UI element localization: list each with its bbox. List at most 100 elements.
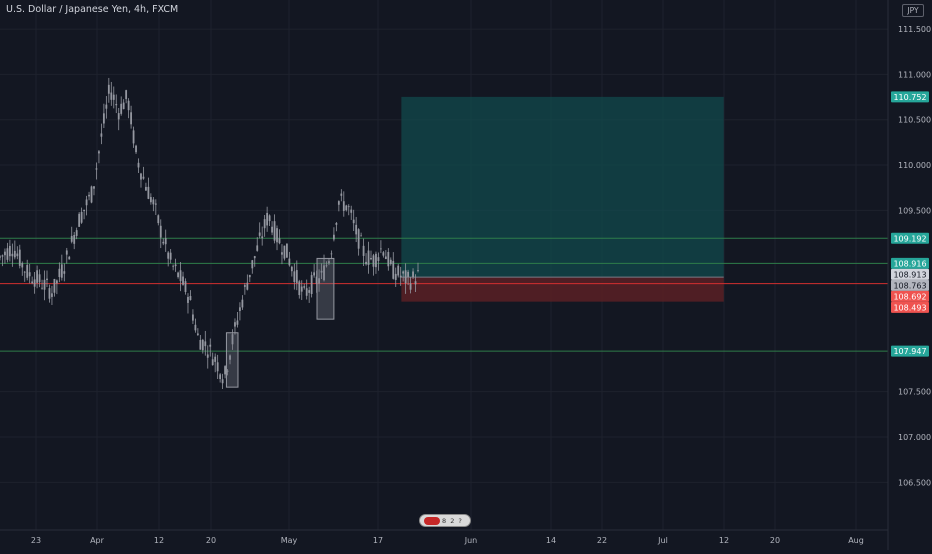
price-label-text: 108.913 <box>893 270 926 279</box>
candle-body <box>330 253 333 255</box>
candle-body <box>196 333 199 335</box>
price-axis[interactable]: 111.500 111.000 110.500 110.000 109.500 107.5… <box>887 0 931 550</box>
candle-body <box>209 344 212 347</box>
candle-body <box>11 253 14 257</box>
candle-body <box>152 199 155 205</box>
candle-body <box>145 186 147 191</box>
candle-body <box>26 264 29 278</box>
candle-body <box>167 252 170 259</box>
price-label: 107.947 <box>891 345 929 357</box>
candle-body <box>127 100 130 111</box>
price-label-text: 109.192 <box>893 234 926 243</box>
candle-body <box>241 299 244 308</box>
candle-body <box>412 271 414 278</box>
candle-body <box>342 201 345 211</box>
currency-button[interactable]: JPY <box>902 4 924 17</box>
candle-body <box>21 263 24 268</box>
flag-icon <box>424 517 440 525</box>
candle-body <box>149 197 152 203</box>
price-label-bg <box>891 268 929 280</box>
candle-body <box>266 212 269 226</box>
candle-body <box>246 282 249 290</box>
take-profit-zone <box>401 96 724 278</box>
highlight-boxes[interactable] <box>225 257 335 388</box>
timeline-drag-handle[interactable]: 8 2 ? 1 ? <box>419 514 471 527</box>
x-tick-label: 17 <box>373 536 383 545</box>
candle-body <box>273 221 276 241</box>
candle-body <box>78 213 81 227</box>
candle-body <box>105 104 108 109</box>
candle-body <box>320 270 323 273</box>
x-tick-label: 14 <box>546 536 556 545</box>
candle-body <box>362 245 365 256</box>
candle-body <box>295 270 298 283</box>
candle-body <box>216 362 219 372</box>
candle-body <box>65 250 68 255</box>
candle-body <box>340 193 343 196</box>
price-label-text: 108.493 <box>893 303 926 312</box>
price-label-text: 110.752 <box>893 93 926 102</box>
candle-body <box>179 270 182 282</box>
candle-body <box>169 252 172 260</box>
candle-body <box>325 265 328 267</box>
price-labels: 110.752 109.192 108.916 108.913 108.763 108.6… <box>891 91 929 357</box>
candle-body <box>13 250 16 258</box>
candle-body <box>63 271 66 274</box>
candle-body <box>68 256 71 260</box>
candle-body <box>18 249 21 266</box>
candle-body <box>219 374 222 379</box>
candle-body <box>286 243 288 258</box>
position-zones[interactable] <box>401 96 724 302</box>
highlight-box <box>316 257 335 320</box>
candle-body <box>379 248 382 250</box>
candle-body <box>83 209 85 212</box>
candle-body <box>102 113 105 124</box>
candle-body <box>313 272 316 276</box>
candle-body <box>187 296 189 303</box>
candle-body <box>132 130 135 144</box>
price-label: 108.763 <box>891 279 929 291</box>
candle-body <box>350 209 353 213</box>
candle-body <box>147 186 150 199</box>
candle-body <box>377 257 380 261</box>
candle-body <box>407 271 410 277</box>
price-label-text: 107.947 <box>893 347 926 356</box>
candle-body <box>352 219 355 224</box>
candle-body <box>293 271 296 283</box>
time-axis[interactable]: 23 Apr 12 20 May 17 Jun 14 22 Jul 12 20 Aug <box>0 529 888 545</box>
x-tick-label: 12 <box>719 536 729 545</box>
candle-body <box>174 264 177 267</box>
candle-body <box>318 278 320 284</box>
horizontal-lines[interactable] <box>0 237 888 352</box>
candle-body <box>382 252 385 256</box>
candle-body <box>6 248 9 260</box>
stop-loss-zone <box>401 277 724 302</box>
candle-body <box>303 286 306 288</box>
candle-body <box>48 288 51 299</box>
chart-title: U.S. Dollar / Japanese Yen, 4h, FXCM <box>6 4 179 15</box>
candle-body <box>224 366 226 375</box>
candle-body <box>85 199 88 206</box>
candle-body <box>234 322 236 327</box>
price-label: 109.192 <box>891 232 929 244</box>
candle-body <box>204 341 207 347</box>
candle-body <box>387 251 390 267</box>
price-label-bg <box>891 257 929 269</box>
candle-body <box>397 265 400 276</box>
price-label-bg <box>891 301 929 313</box>
candle-body <box>308 290 311 293</box>
candle-body <box>122 102 125 110</box>
candle-body <box>115 104 118 106</box>
price-label-bg <box>891 290 929 302</box>
drag-handle-digits: 8 2 ? 1 ? <box>442 517 463 525</box>
price-label-text: 108.692 <box>893 292 926 301</box>
candle-body <box>375 253 377 268</box>
candle-body <box>58 268 61 278</box>
candle-body <box>226 370 229 372</box>
candle-body <box>201 339 204 351</box>
candle-body <box>239 307 241 311</box>
x-tick-label: Jul <box>657 536 668 545</box>
candle-body <box>112 94 115 100</box>
